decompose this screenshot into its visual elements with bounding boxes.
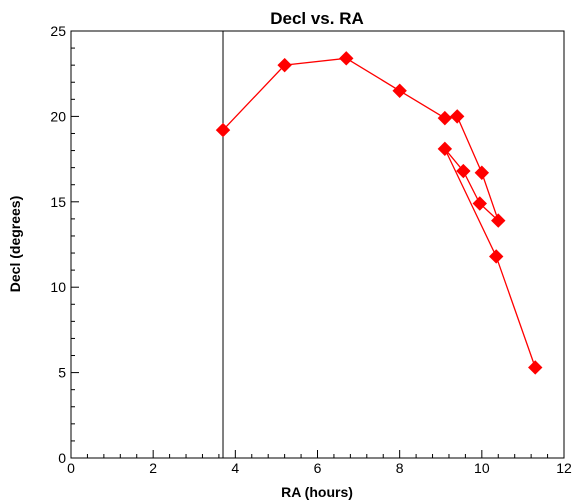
x-axis-label: RA (hours) — [281, 484, 353, 500]
x-tick-label: 0 — [67, 460, 75, 476]
y-tick-label: 20 — [50, 108, 66, 124]
x-tick-label: 6 — [314, 460, 322, 476]
y-axis-label: Decl (degrees) — [7, 196, 23, 292]
x-tick-label: 2 — [149, 460, 157, 476]
x-tick-label: 10 — [474, 460, 490, 476]
y-tick-label: 0 — [58, 450, 66, 466]
y-tick-label: 25 — [50, 23, 66, 39]
y-tick-label: 10 — [50, 279, 66, 295]
y-tick-label: 5 — [58, 365, 66, 381]
x-tick-label: 8 — [396, 460, 404, 476]
chart-title: Decl vs. RA — [270, 9, 364, 28]
x-tick-label: 4 — [231, 460, 239, 476]
y-tick-label: 15 — [50, 194, 66, 210]
x-tick-label: 12 — [556, 460, 572, 476]
